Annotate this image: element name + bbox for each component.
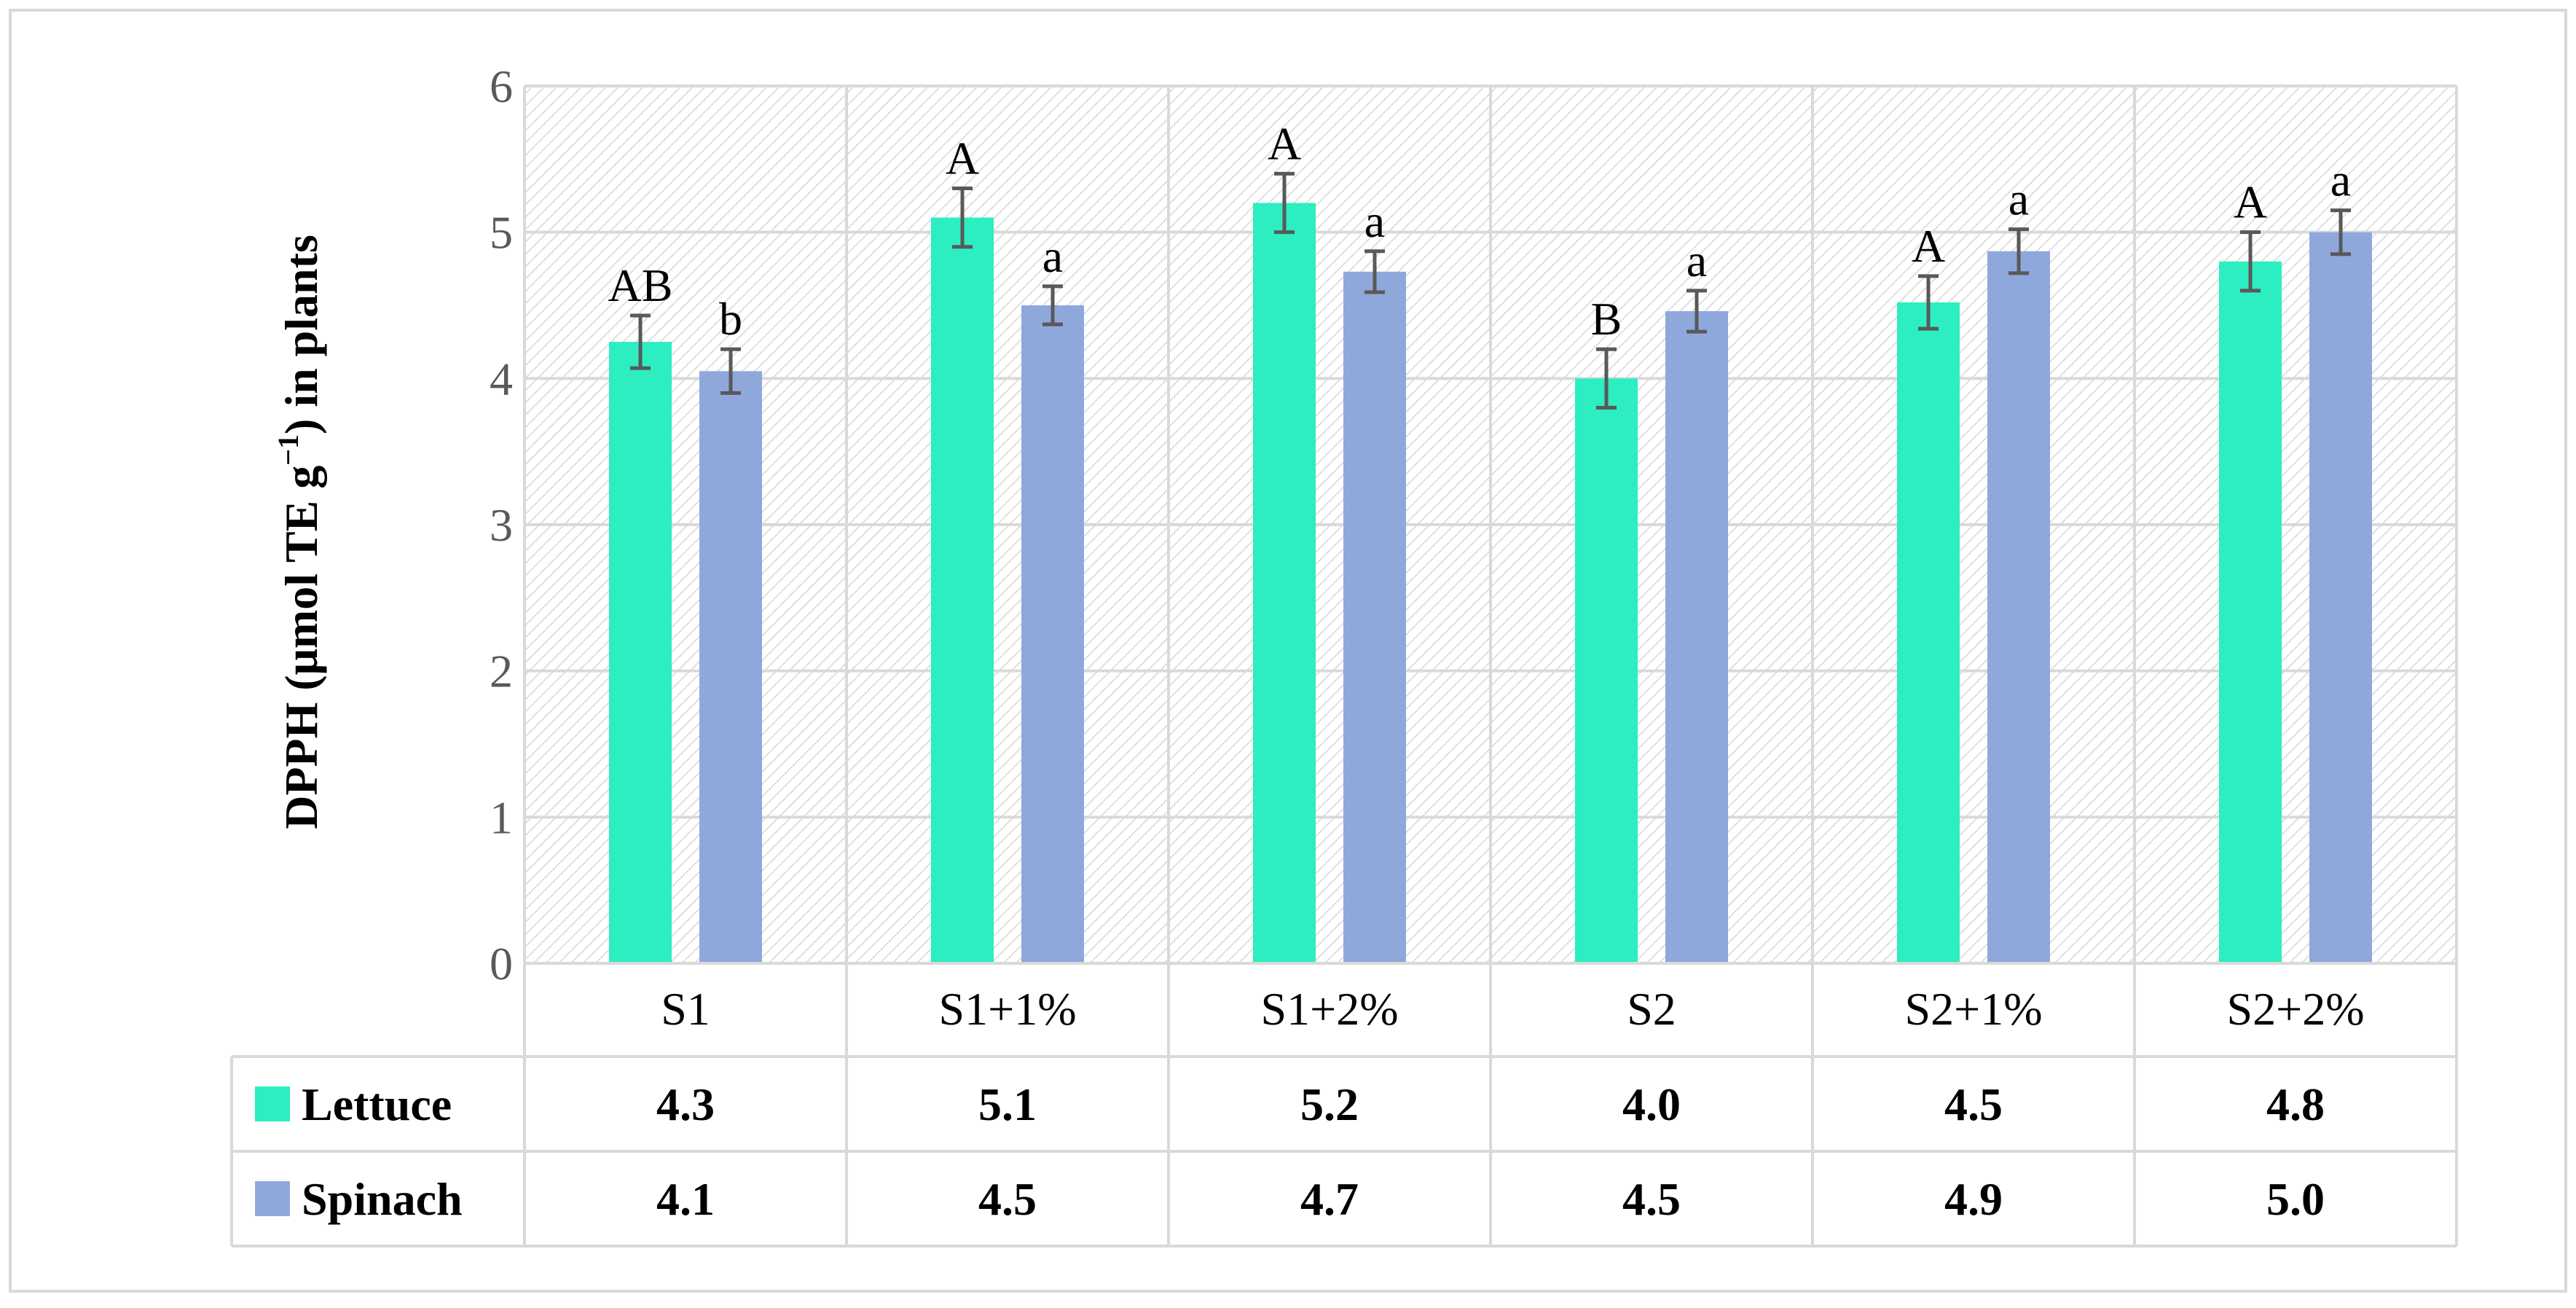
legend-swatch-spinach bbox=[255, 1181, 290, 1216]
bar-lettuce bbox=[1253, 203, 1316, 963]
bar-spinach bbox=[1021, 305, 1084, 963]
table-value: 4.1 bbox=[656, 1173, 715, 1225]
y-axis-label-suffix: ) in plants bbox=[275, 235, 327, 434]
x-category-label: S1 bbox=[661, 983, 710, 1035]
significance-letter: A bbox=[1912, 220, 1945, 272]
significance-letter: a bbox=[1042, 230, 1063, 282]
legend-label-lettuce: Lettuce bbox=[302, 1078, 452, 1130]
bar-spinach bbox=[1343, 271, 1406, 963]
y-tick-label: 0 bbox=[490, 938, 513, 990]
x-category-label: S2 bbox=[1627, 983, 1676, 1035]
y-axis-ticks: 0 1 2 3 4 5 6 bbox=[490, 60, 513, 990]
significance-letter: a bbox=[2008, 173, 2029, 225]
x-category-label: S1+2% bbox=[1261, 983, 1399, 1035]
x-category-label: S2+2% bbox=[2227, 983, 2365, 1035]
table-value: 5.0 bbox=[2266, 1173, 2325, 1225]
bar-lettuce bbox=[1575, 378, 1638, 963]
gridlines bbox=[523, 85, 2458, 965]
table-value: 4.0 bbox=[1622, 1078, 1681, 1130]
bar-spinach bbox=[1665, 311, 1728, 963]
table-value: 4.9 bbox=[1944, 1173, 2003, 1225]
table-value: 4.7 bbox=[1300, 1173, 1359, 1225]
significance-letter: a bbox=[1686, 235, 1707, 286]
y-tick-label: 2 bbox=[490, 646, 513, 697]
table-value: 4.5 bbox=[1944, 1078, 2003, 1130]
table-value: 5.2 bbox=[1300, 1078, 1359, 1130]
bar-spinach bbox=[2309, 232, 2372, 964]
bar-spinach bbox=[699, 371, 762, 963]
significance-letter: A bbox=[946, 132, 979, 184]
data-table: S1 S1+1% S1+2% S2 S2+1% S2+2% Lettuce 4.3 5.1 5.2… bbox=[230, 962, 2458, 1248]
x-category-label: S2+1% bbox=[1905, 983, 2043, 1035]
significance-letter: A bbox=[2234, 176, 2267, 228]
legend-swatch-lettuce bbox=[255, 1086, 290, 1121]
bar-lettuce bbox=[1897, 302, 1960, 963]
bar-lettuce bbox=[609, 342, 672, 964]
table-value: 4.5 bbox=[1622, 1173, 1681, 1225]
table-value: 5.1 bbox=[978, 1078, 1037, 1130]
y-axis-label-superscript: −1 bbox=[272, 434, 305, 466]
y-tick-label: 6 bbox=[490, 60, 513, 112]
table-value: 4.3 bbox=[656, 1078, 715, 1130]
y-axis-label-main: DPPH (μmol TE g bbox=[275, 466, 327, 829]
y-tick-label: 5 bbox=[490, 207, 513, 259]
significance-letter: b bbox=[719, 293, 742, 345]
significance-letter: A bbox=[1268, 117, 1301, 169]
significance-letter: AB bbox=[608, 259, 673, 311]
y-tick-label: 4 bbox=[490, 353, 513, 404]
y-tick-label: 3 bbox=[490, 499, 513, 551]
bar-lettuce bbox=[931, 217, 994, 964]
bar-lettuce bbox=[2219, 261, 2282, 963]
bar-spinach bbox=[1987, 251, 2050, 964]
y-tick-label: 1 bbox=[490, 791, 513, 843]
significance-letter: B bbox=[1591, 293, 1622, 345]
table-value: 4.8 bbox=[2266, 1078, 2325, 1130]
significance-letter: a bbox=[2330, 154, 2351, 206]
x-category-label: S1+1% bbox=[939, 983, 1077, 1035]
significance-letter: a bbox=[1364, 195, 1385, 247]
y-axis-label: DPPH (μmol TE g−1) in plants bbox=[272, 235, 327, 829]
table-value: 4.5 bbox=[978, 1173, 1037, 1225]
legend-label-spinach: Spinach bbox=[302, 1173, 463, 1225]
